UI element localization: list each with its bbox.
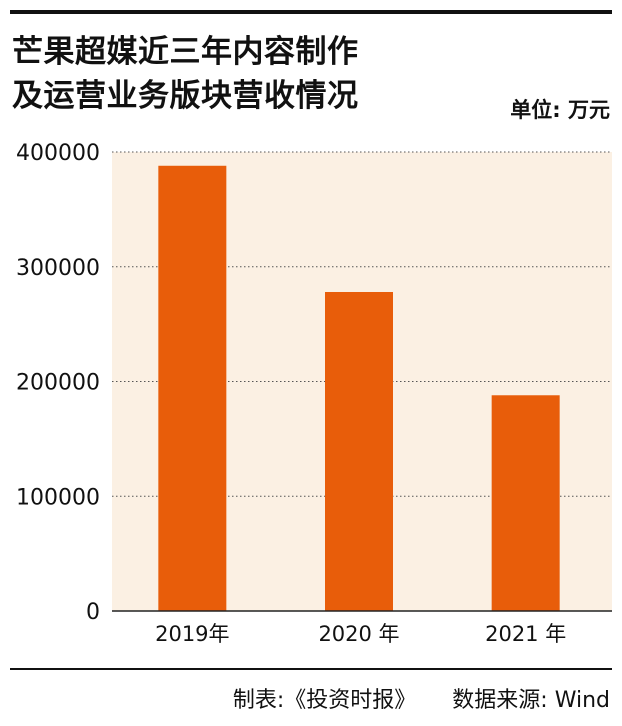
- data-source: 数据来源: Wind: [452, 688, 610, 713]
- footer: 制表:《投资时报》 数据来源: Wind: [233, 682, 610, 714]
- x-tick-label: 2020 年: [318, 622, 399, 646]
- y-tick-label: 400000: [16, 141, 100, 166]
- bar: [491, 395, 560, 611]
- x-tick-label: 2019年: [155, 622, 229, 646]
- bar: [325, 291, 393, 611]
- bar-chart: 0 100000 200000 300000 400000 2019年 2020 年 2021…: [16, 141, 612, 646]
- title-line-2: 及运营业务版块营收情况: [12, 78, 359, 114]
- y-tick-label: 0: [86, 600, 100, 625]
- bottom-rule: [10, 668, 612, 670]
- y-tick-label: 200000: [16, 371, 100, 396]
- y-tick-label: 300000: [16, 256, 100, 281]
- top-rule: [10, 10, 612, 14]
- chart-title: 芒果超媒近三年内容制作 及运营业务版块营收情况: [12, 30, 359, 118]
- unit-label: 单位: 万元: [510, 98, 610, 122]
- x-tick-label: 2021 年: [485, 622, 566, 646]
- y-tick-label: 100000: [16, 485, 100, 510]
- made-by-credit: 制表:《投资时报》: [232, 688, 417, 713]
- bar: [158, 165, 227, 611]
- title-line-1: 芒果超媒近三年内容制作: [12, 34, 359, 70]
